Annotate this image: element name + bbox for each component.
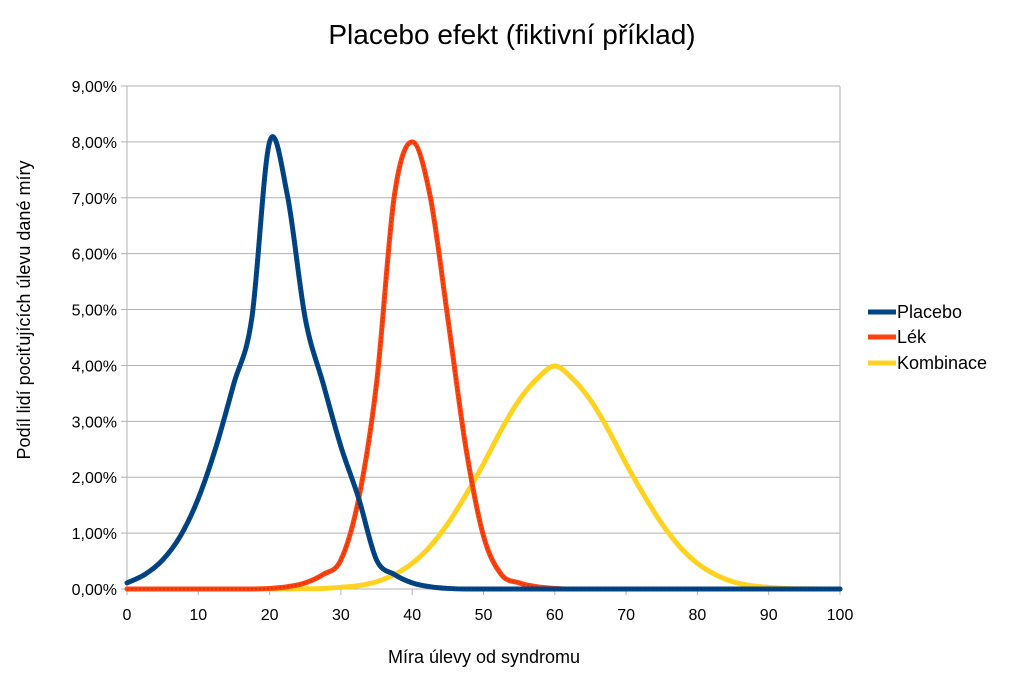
y-tick-label: 6,00% [72, 247, 117, 264]
y-tick-label: 1,00% [72, 526, 117, 543]
series-line-dots-placebo [126, 136, 840, 590]
x-tick-label: 90 [760, 607, 778, 624]
series-line-dots-lék [127, 141, 840, 590]
legend-label-kombinace: Kombinace [897, 353, 987, 373]
x-tick-label: 70 [617, 607, 635, 624]
x-axis-ticks: 0 10 20 30 40 50 60 70 80 90 100 [123, 589, 854, 624]
y-tick-label: 5,00% [72, 303, 117, 320]
x-tick-label: 40 [403, 607, 421, 624]
x-tick-label: 100 [827, 607, 854, 624]
y-tick-label: 7,00% [72, 191, 117, 208]
x-tick-label: 50 [475, 607, 493, 624]
y-tick-label: 4,00% [72, 358, 117, 375]
legend-label-placebo: Placebo [897, 302, 962, 322]
gridlines [126, 85, 841, 590]
legend-item-lek: Lék [868, 327, 927, 347]
chart-title: Placebo efekt (fiktivní příklad) [328, 19, 695, 50]
y-axis-label: Podíl lidí pociťujících úlevu dané míry [14, 161, 34, 460]
legend-item-placebo: Placebo [868, 302, 962, 322]
series-lines [124, 134, 843, 592]
x-tick-label: 80 [689, 607, 707, 624]
y-tick-label: 2,00% [72, 470, 117, 487]
series-line-placebo [124, 134, 843, 592]
x-axis-label: Míra úlevy od syndromu [388, 647, 580, 667]
x-tick-label: 10 [189, 607, 207, 624]
y-axis-ticks: 0,00% 1,00% 2,00% 3,00% 4,00% 5,00% 6,00% 7,00%… [72, 79, 127, 599]
y-tick-label: 0,00% [72, 582, 117, 599]
legend-item-kombinace: Kombinace [868, 353, 987, 373]
x-tick-label: 60 [546, 607, 564, 624]
x-tick-label: 0 [123, 607, 132, 624]
y-tick-label: 8,00% [72, 135, 117, 152]
legend: Placebo Lék Kombinace [868, 302, 987, 373]
x-tick-label: 20 [261, 607, 279, 624]
x-tick-label: 30 [332, 607, 350, 624]
legend-label-lek: Lék [897, 327, 927, 347]
y-tick-label: 9,00% [72, 79, 117, 96]
y-tick-label: 3,00% [72, 414, 117, 431]
